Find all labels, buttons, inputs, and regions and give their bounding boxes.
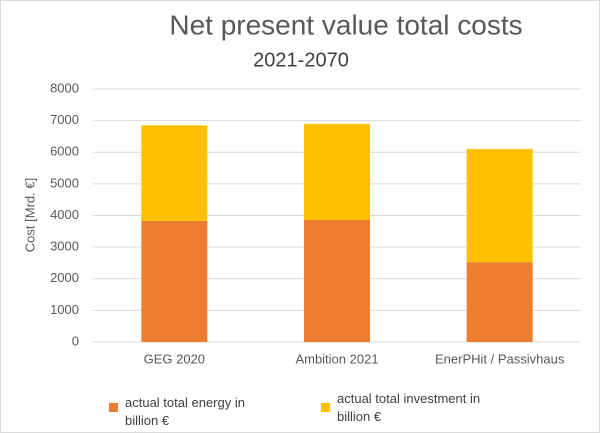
y-tick-label: 5000 xyxy=(50,175,79,190)
y-tick-label: 4000 xyxy=(50,207,79,222)
bar-segment xyxy=(466,262,533,342)
y-axis-label: Cost [Mrd. €] xyxy=(22,178,37,252)
bar-segment xyxy=(141,220,208,342)
bar-segment xyxy=(304,219,370,342)
chart-subtitle: 2021-2070 xyxy=(253,49,349,71)
bar-segment xyxy=(141,125,208,221)
legend-swatch xyxy=(109,403,118,412)
y-tick-label: 8000 xyxy=(50,80,79,95)
legend-label: actual total energy in billion € xyxy=(125,395,245,428)
bar-segment xyxy=(466,149,533,263)
y-tick-label: 1000 xyxy=(50,302,79,317)
chart-title: Net present value total costs xyxy=(169,9,522,40)
y-tick-label: 2000 xyxy=(50,270,79,285)
x-tick-label: Ambition 2021 xyxy=(295,351,378,366)
y-tick-label: 7000 xyxy=(50,112,79,127)
y-tick-label: 6000 xyxy=(50,144,79,159)
legend-swatch xyxy=(321,403,330,412)
bar-segment xyxy=(304,123,370,220)
y-tick-label: 0 xyxy=(72,333,79,348)
x-tick-label: GEG 2020 xyxy=(144,351,205,366)
legend-label: actual total investment in billion € xyxy=(337,391,481,424)
y-tick-label: 3000 xyxy=(50,239,79,254)
x-tick-label: EnerPHit / Passivhaus xyxy=(435,351,565,366)
